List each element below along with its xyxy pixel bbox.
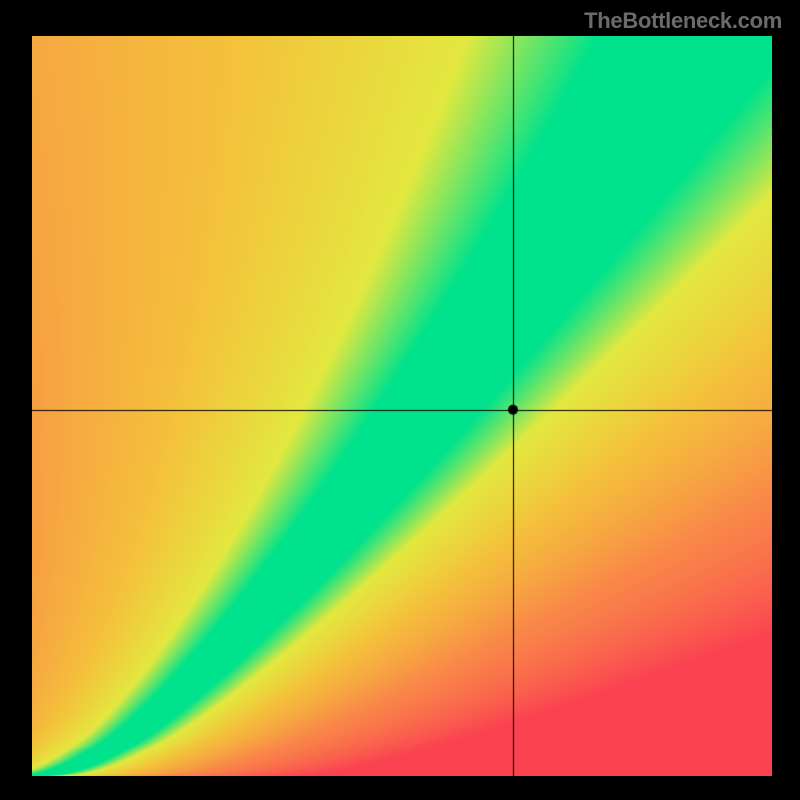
chart-container: TheBottleneck.com xyxy=(0,0,800,800)
bottleneck-heatmap xyxy=(32,36,772,776)
watermark-text: TheBottleneck.com xyxy=(584,8,782,34)
